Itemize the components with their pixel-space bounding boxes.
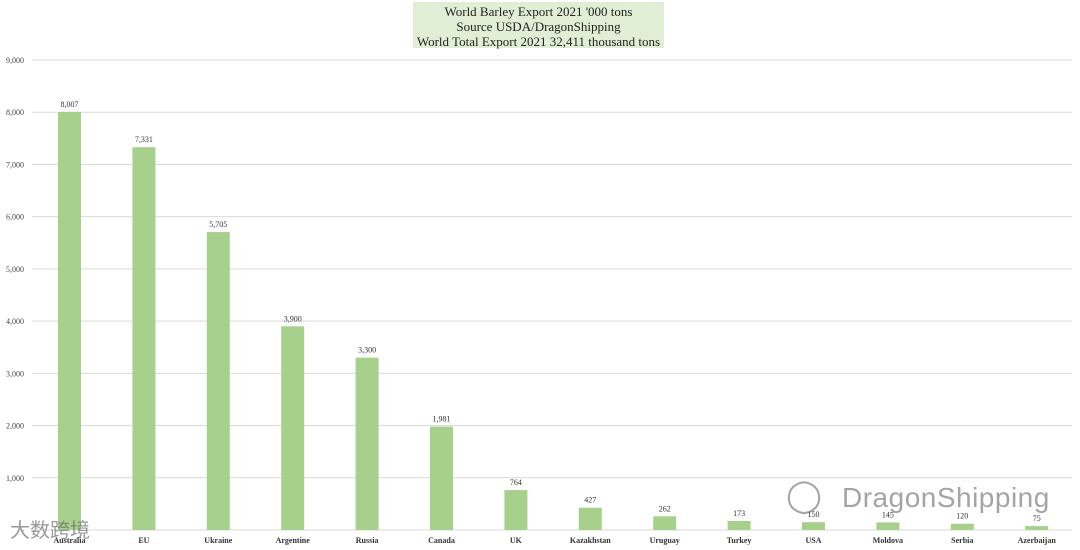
data-label: 3,300: [358, 346, 376, 355]
bar: [281, 326, 305, 530]
y-tick-label: 9,000: [6, 56, 24, 65]
bar: [876, 522, 900, 530]
data-label: 150: [808, 510, 820, 519]
bar: [653, 516, 677, 530]
y-tick-label: 1,000: [6, 474, 24, 483]
data-label: 262: [659, 504, 671, 513]
watermark-left: 大数跨境: [10, 520, 90, 542]
bar: [1025, 526, 1049, 530]
chart-title: World Barley Export 2021 '000 tons: [444, 4, 633, 19]
bar: [504, 490, 528, 530]
data-label: 173: [733, 509, 745, 518]
y-tick-label: 4,000: [6, 317, 24, 326]
data-label: 120: [956, 512, 968, 521]
bar: [430, 426, 453, 530]
y-tick-label: 5,000: [6, 265, 24, 274]
x-tick-label: Argentine: [276, 536, 311, 545]
bar: [132, 147, 156, 531]
data-label: 75: [1033, 514, 1041, 523]
data-label: 427: [584, 496, 596, 505]
x-tick-label: Ukraine: [204, 536, 232, 545]
bar: [578, 507, 602, 530]
chart-source: Source USDA/DragonShipping: [456, 19, 621, 34]
x-tick-label: Canada: [428, 536, 455, 545]
bar: [355, 357, 379, 530]
bar: [58, 111, 81, 531]
y-tick-label: 6,000: [6, 213, 24, 222]
data-label: 764: [510, 478, 522, 487]
x-tick-label: Serbia: [951, 536, 973, 545]
bar: [206, 232, 230, 531]
y-tick-label: 3,000: [6, 369, 24, 378]
data-label: 5,705: [209, 220, 227, 229]
x-tick-label: Azerbaijan: [1018, 536, 1057, 545]
chart-total: World Total Export 2021 32,411 thousand …: [416, 34, 661, 49]
chart-title-box: World Barley Export 2021 '000 tons Sourc…: [413, 2, 664, 49]
x-tick-label: Australia: [54, 536, 86, 545]
y-tick-label: -: [21, 526, 24, 535]
x-tick-label: Russia: [356, 536, 379, 545]
x-tick-label: Uruguay: [650, 536, 680, 545]
y-tick-label: 2,000: [6, 422, 24, 431]
data-label: 3,900: [284, 314, 302, 323]
bar: [802, 522, 825, 530]
y-tick-label: 8,000: [6, 108, 24, 117]
x-tick-label: USA: [805, 536, 821, 545]
watermark-brand: DragonShipping: [842, 482, 1050, 513]
x-tick-label: Moldova: [873, 536, 903, 545]
data-label: 8,007: [61, 100, 79, 109]
data-label: 1,981: [433, 415, 451, 424]
x-tick-label: UK: [510, 536, 523, 545]
data-label: 145: [882, 510, 894, 519]
wechat-icon: ◯: [786, 477, 822, 513]
x-tick-label: Turkey: [727, 536, 752, 545]
data-label: 7,331: [135, 135, 153, 144]
bar: [727, 520, 751, 530]
x-tick-label: EU: [138, 536, 149, 545]
bar: [950, 523, 974, 530]
y-tick-label: 7,000: [6, 160, 24, 169]
x-tick-label: Kazakhstan: [570, 536, 611, 545]
